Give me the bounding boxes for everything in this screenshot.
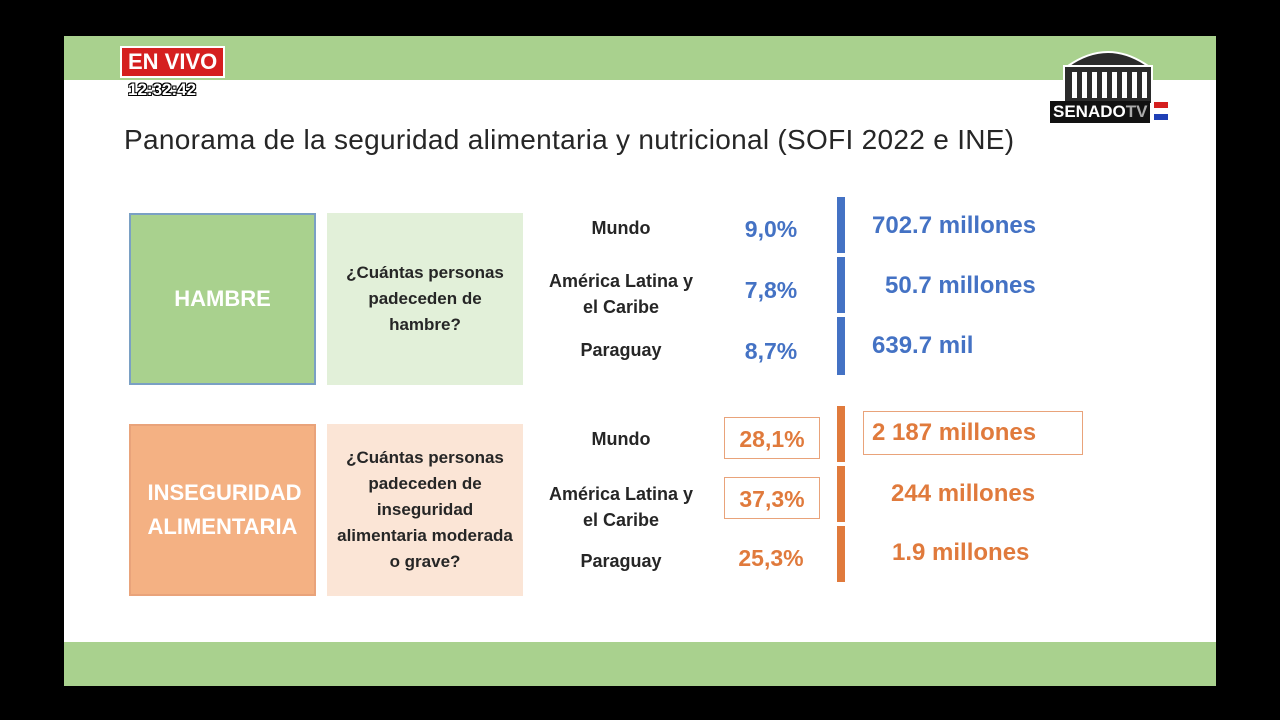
inseg-value-alc: 244 millones bbox=[891, 480, 1036, 507]
hambre-value-alc: 50.7 millones bbox=[885, 272, 1036, 299]
category-inseguridad-text: INSEGURIDAD ALIMENTARIA bbox=[147, 480, 302, 539]
hambre-value-mundo: 702.7 millones bbox=[872, 212, 1037, 239]
senado-tv-logo-text: SENADOTV bbox=[1050, 101, 1151, 123]
question-inseguridad: ¿Cuántas personas padeceden de insegurid… bbox=[327, 424, 523, 596]
category-hambre: HAMBRE bbox=[129, 213, 316, 385]
inseg-bar-alc bbox=[837, 466, 845, 522]
presentation-slide: Panorama de la seguridad alimentaria y n… bbox=[64, 36, 1216, 686]
hambre-bar-alc bbox=[837, 257, 845, 313]
top-green-band bbox=[64, 36, 1216, 80]
question-hambre: ¿Cuántas personas padeceden de hambre? bbox=[327, 213, 523, 385]
broadcast-clock: 12:32:42 bbox=[128, 80, 197, 99]
senado-building-icon bbox=[1063, 51, 1168, 120]
inseg-region-mundo: Mundo bbox=[591, 429, 651, 449]
inseg-value-mundo: 2 187 millones bbox=[863, 411, 1083, 455]
live-badge: EN VIVO bbox=[120, 46, 226, 78]
inseg-pct-paraguay: 25,3% bbox=[738, 545, 804, 571]
hambre-value-paraguay: 639.7 mil bbox=[872, 332, 974, 359]
hambre-bar-mundo bbox=[837, 197, 845, 253]
hambre-pct-paraguay: 8,7% bbox=[744, 338, 798, 364]
hambre-bar-paraguay bbox=[837, 317, 845, 375]
logo-text-main: SENADO bbox=[1053, 102, 1126, 121]
hambre-region-alc: América Latina y el Caribe bbox=[536, 268, 706, 320]
inseg-bar-mundo bbox=[837, 406, 845, 462]
question-hambre-text: ¿Cuántas personas padeceden de hambre? bbox=[346, 263, 504, 334]
hambre-region-mundo: Mundo bbox=[591, 218, 651, 238]
hambre-region-paraguay: Paraguay bbox=[580, 340, 662, 360]
inseg-bar-paraguay bbox=[837, 526, 845, 582]
hambre-pct-mundo: 9,0% bbox=[744, 216, 798, 242]
inseg-value-paraguay: 1.9 millones bbox=[892, 539, 1030, 566]
inseg-region-paraguay: Paraguay bbox=[580, 551, 662, 571]
inseg-pct-alc: 37,3% bbox=[724, 477, 820, 519]
category-inseguridad: INSEGURIDAD ALIMENTARIA bbox=[129, 424, 316, 596]
hambre-region-alc-text: América Latina y el Caribe bbox=[548, 271, 694, 317]
inseg-region-alc: América Latina y el Caribe bbox=[536, 481, 706, 533]
inseg-pct-mundo: 28,1% bbox=[724, 417, 820, 459]
inseg-region-alc-text: América Latina y el Caribe bbox=[548, 484, 694, 530]
question-inseguridad-text: ¿Cuántas personas padeceden de insegurid… bbox=[337, 448, 513, 571]
bottom-green-band bbox=[64, 642, 1216, 686]
slide-title: Panorama de la seguridad alimentaria y n… bbox=[124, 124, 1015, 155]
hambre-pct-alc: 7,8% bbox=[744, 277, 798, 303]
logo-text-suffix: TV bbox=[1125, 102, 1148, 121]
